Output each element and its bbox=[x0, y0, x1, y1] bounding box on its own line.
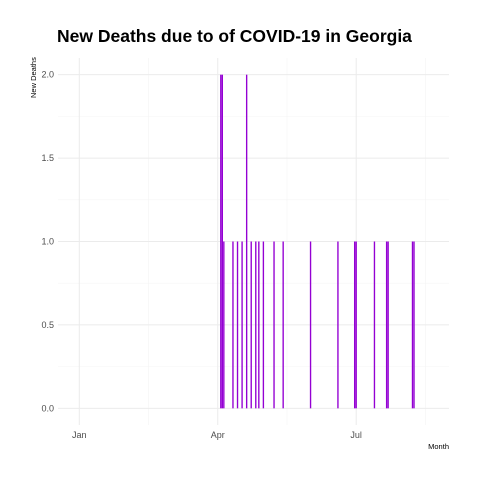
y-axis-title: New Deaths bbox=[29, 57, 38, 98]
y-tick-label: 0.5 bbox=[41, 320, 54, 330]
bar bbox=[232, 241, 234, 409]
bar bbox=[273, 241, 275, 409]
bar bbox=[387, 241, 389, 409]
bar bbox=[413, 241, 415, 409]
y-tick-label: 0.0 bbox=[41, 403, 54, 413]
bar bbox=[355, 241, 357, 409]
bar bbox=[241, 241, 243, 409]
bars bbox=[220, 74, 415, 409]
bar bbox=[309, 241, 312, 409]
bar bbox=[223, 241, 225, 409]
bar bbox=[353, 241, 356, 409]
bar bbox=[337, 241, 339, 409]
y-tick-label: 2.0 bbox=[41, 70, 54, 80]
y-tick-label: 1.5 bbox=[41, 153, 54, 163]
bar bbox=[262, 241, 265, 409]
bar bbox=[258, 241, 260, 409]
bar bbox=[282, 241, 284, 409]
bar bbox=[245, 74, 248, 409]
y-ticks: 0.0 0.5 1.0 1.5 2.0 bbox=[41, 70, 54, 414]
x-tick-label: Jan bbox=[72, 430, 87, 440]
bar bbox=[385, 241, 388, 409]
bar bbox=[255, 241, 257, 409]
chart-title: New Deaths due to of COVID-19 in Georgia bbox=[57, 26, 412, 46]
bar bbox=[220, 74, 222, 409]
grid-major bbox=[58, 58, 449, 425]
bar bbox=[411, 241, 414, 409]
bar bbox=[236, 241, 239, 409]
x-tick-label: Jul bbox=[350, 430, 362, 440]
bar bbox=[221, 74, 223, 409]
bar bbox=[250, 241, 252, 409]
x-tick-label: Apr bbox=[211, 430, 225, 440]
x-ticks: Jan Apr Jul bbox=[72, 430, 362, 440]
bar bbox=[373, 241, 376, 409]
x-axis-title: Month bbox=[428, 442, 449, 451]
y-tick-label: 1.0 bbox=[41, 237, 54, 247]
